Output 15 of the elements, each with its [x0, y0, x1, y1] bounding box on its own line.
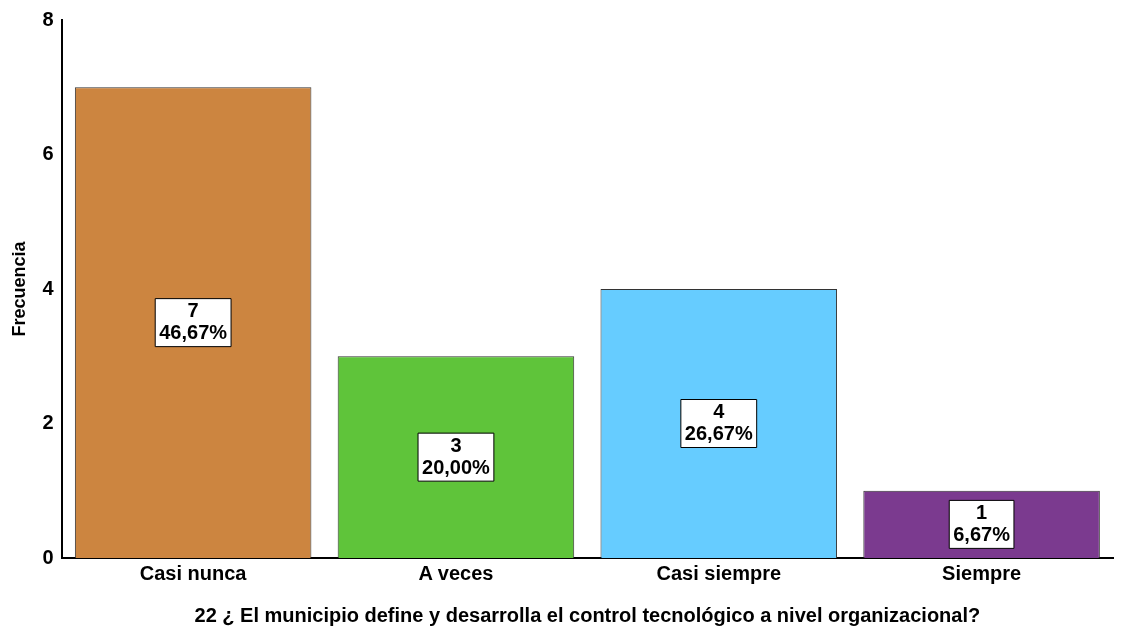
data-label: 4 26,67% [684, 400, 753, 445]
data-label: 3 20,00% [422, 433, 491, 478]
data-label: 1 6,67% [953, 500, 1011, 545]
y-tick-label: 8 [42, 7, 54, 30]
y-tick-label: 4 [42, 276, 55, 299]
data-label: 7 46,67% [159, 299, 228, 344]
y-axis-title: Frecuencia [8, 240, 29, 337]
x-axis-title: 22 ¿ El municipio define y desarrolla el control tecnológico a nivel organizacional? [194, 603, 981, 626]
y-tick-label: 2 [42, 411, 54, 434]
x-tick-label: Casi nunca [139, 561, 248, 584]
x-tick-label: Siempre [942, 561, 1022, 584]
y-tick-label: 6 [42, 142, 54, 165]
x-tick-label: A veces [418, 561, 494, 584]
x-tick-label: Casi siempre [656, 561, 782, 584]
y-tick-label: 0 [42, 545, 54, 568]
